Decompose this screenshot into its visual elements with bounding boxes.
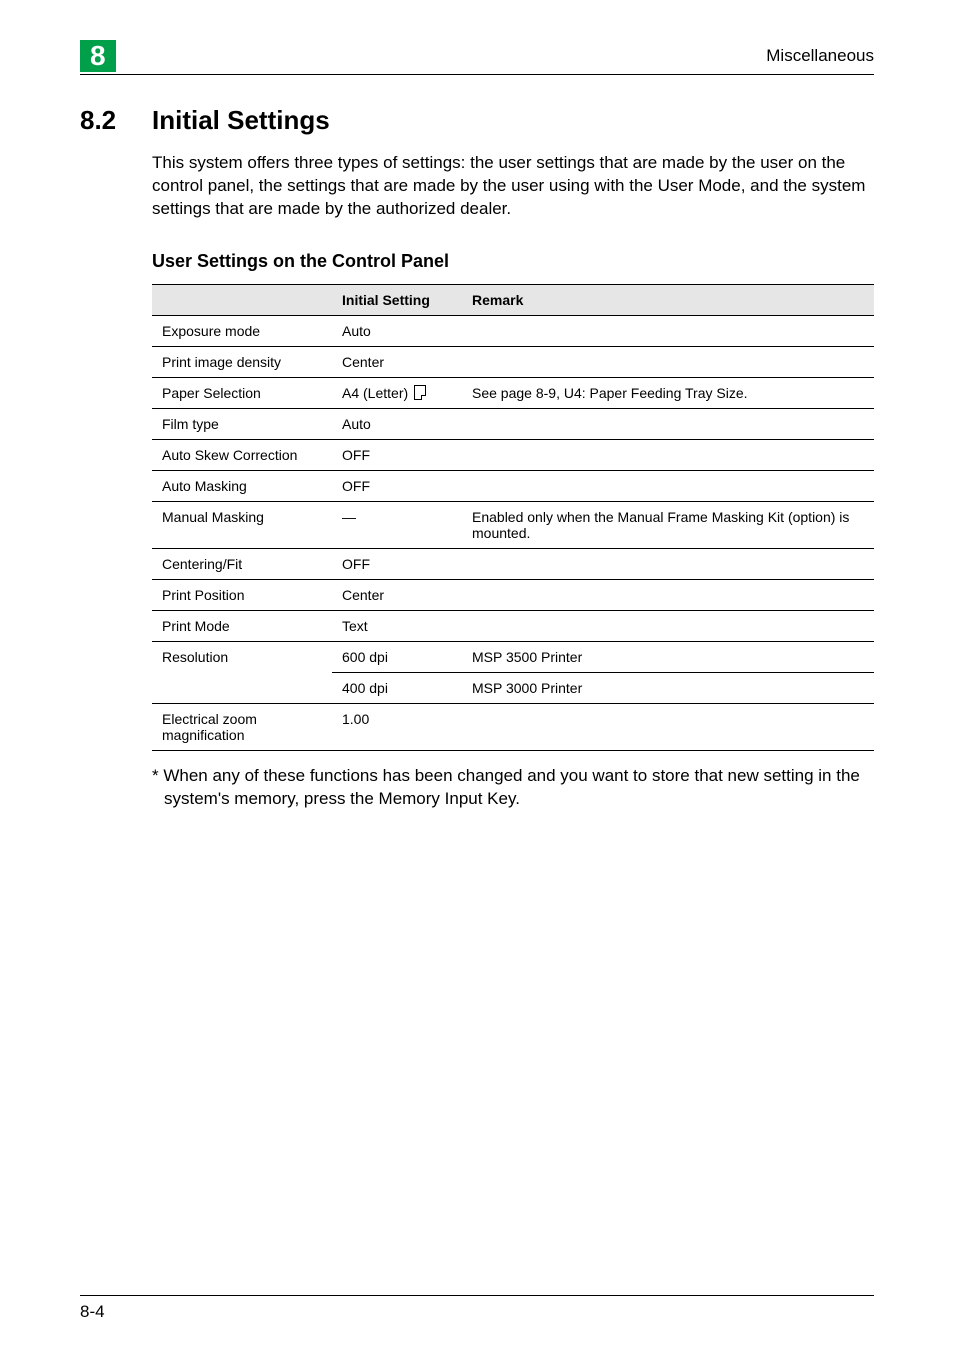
section-title: Initial Settings [152,105,330,136]
remark-cell [462,439,874,470]
page-number: 8-4 [80,1302,105,1321]
table-row: Centering/FitOFF [152,548,874,579]
initial-setting-cell: 400 dpi [332,672,462,703]
initial-setting-cell: Auto [332,315,462,346]
setting-name-cell: Electrical zoom magnification [152,703,332,750]
remark-cell [462,703,874,750]
initial-setting-cell: Center [332,579,462,610]
remark-cell [462,315,874,346]
table-row: Manual Masking—Enabled only when the Man… [152,501,874,548]
setting-name-cell: Print Position [152,579,332,610]
page-footer: 8-4 [80,1295,874,1322]
initial-setting-cell: Auto [332,408,462,439]
initial-setting-cell: 1.00 [332,703,462,750]
remark-cell [462,548,874,579]
table-row: Exposure modeAuto [152,315,874,346]
remark-cell [462,610,874,641]
setting-name-cell: Exposure mode [152,315,332,346]
page-header: 8 Miscellaneous [80,40,874,75]
table-row: Auto Skew CorrectionOFF [152,439,874,470]
table-header-cell: Initial Setting [332,284,462,315]
table-row: Auto MaskingOFF [152,470,874,501]
remark-cell [462,408,874,439]
setting-name-cell: Centering/Fit [152,548,332,579]
sub-heading: User Settings on the Control Panel [152,251,874,272]
setting-name-cell: Print Mode [152,610,332,641]
remark-cell [462,346,874,377]
table-row: Print PositionCenter [152,579,874,610]
initial-setting-cell: OFF [332,470,462,501]
initial-setting-cell: OFF [332,439,462,470]
remark-cell: MSP 3500 Printer [462,641,874,672]
table-row: Print ModeText [152,610,874,641]
table-header-row: Initial Setting Remark [152,284,874,315]
initial-setting-cell: Text [332,610,462,641]
remark-cell [462,579,874,610]
setting-name-cell: Auto Skew Correction [152,439,332,470]
remark-cell: Enabled only when the Manual Frame Maski… [462,501,874,548]
setting-name-cell: Paper Selection [152,377,332,408]
footnote: * When any of these functions has been c… [152,765,874,811]
initial-setting-cell: — [332,501,462,548]
chapter-badge: 8 [80,40,116,72]
body-block: This system offers three types of settin… [152,152,874,811]
remark-cell: See page 8-9, U4: Paper Feeding Tray Siz… [462,377,874,408]
intro-paragraph: This system offers three types of settin… [152,152,874,221]
table-row: Electrical zoom magnification1.00 [152,703,874,750]
setting-name-cell: Film type [152,408,332,439]
setting-name-cell: Auto Masking [152,470,332,501]
table-row: Resolution600 dpiMSP 3500 Printer [152,641,874,672]
setting-name-cell: Resolution [152,641,332,703]
section-number: 8.2 [80,105,152,136]
settings-table: Initial Setting Remark Exposure modeAuto… [152,284,874,751]
initial-setting-cell: Center [332,346,462,377]
remark-cell [462,470,874,501]
page-icon [414,385,426,400]
table-row: Paper SelectionA4 (Letter) See page 8-9,… [152,377,874,408]
table-header-cell: Remark [462,284,874,315]
table-row: Film typeAuto [152,408,874,439]
header-right-label: Miscellaneous [766,40,874,66]
table-row: Print image densityCenter [152,346,874,377]
initial-setting-cell: 600 dpi [332,641,462,672]
initial-setting-cell: OFF [332,548,462,579]
table-header-cell [152,284,332,315]
setting-name-cell: Manual Masking [152,501,332,548]
initial-setting-cell: A4 (Letter) [332,377,462,408]
page: 8 Miscellaneous 8.2 Initial Settings Thi… [0,0,954,1352]
remark-cell: MSP 3000 Printer [462,672,874,703]
section-heading: 8.2 Initial Settings [80,105,874,136]
setting-name-cell: Print image density [152,346,332,377]
